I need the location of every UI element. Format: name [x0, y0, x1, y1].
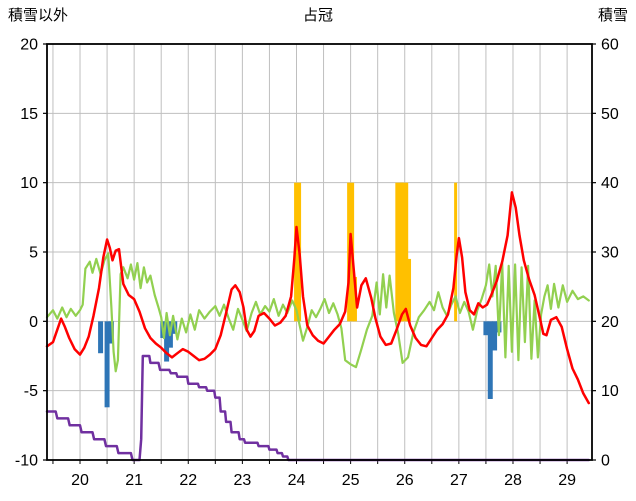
svg-text:10: 10: [20, 175, 38, 192]
svg-text:25: 25: [342, 472, 360, 489]
svg-text:29: 29: [558, 472, 576, 489]
svg-text:20: 20: [20, 37, 38, 54]
svg-text:23: 23: [233, 472, 251, 489]
svg-text:30: 30: [601, 245, 619, 262]
svg-text:20: 20: [71, 472, 89, 489]
svg-text:0: 0: [29, 314, 38, 331]
svg-text:10: 10: [601, 383, 619, 400]
right-axis-title: 積雪: [597, 7, 628, 24]
svg-text:26: 26: [396, 472, 414, 489]
svg-text:20: 20: [601, 314, 619, 331]
svg-text:15: 15: [20, 106, 38, 123]
svg-text:60: 60: [601, 37, 619, 54]
svg-text:5: 5: [29, 245, 38, 262]
svg-text:-5: -5: [24, 383, 38, 400]
svg-text:27: 27: [450, 472, 468, 489]
svg-text:24: 24: [288, 472, 306, 489]
svg-text:0: 0: [601, 453, 610, 470]
svg-text:-10: -10: [15, 453, 38, 470]
chart-title: 占冠: [302, 7, 333, 24]
svg-text:50: 50: [601, 106, 619, 123]
svg-text:28: 28: [504, 472, 522, 489]
svg-text:21: 21: [125, 472, 143, 489]
svg-text:22: 22: [179, 472, 197, 489]
svg-text:40: 40: [601, 175, 619, 192]
left-axis-title: 積雪以外: [8, 7, 69, 24]
